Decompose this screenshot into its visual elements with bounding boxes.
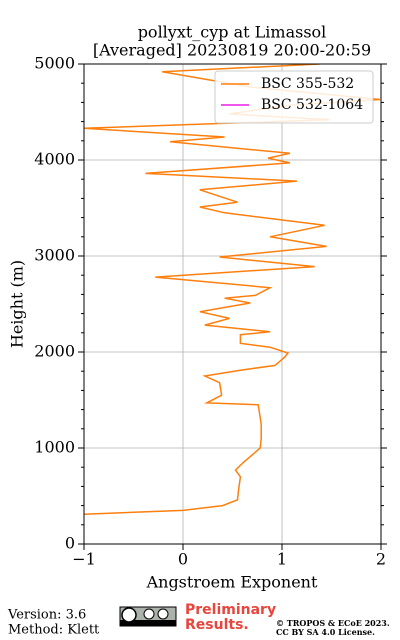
legend-box bbox=[214, 70, 374, 124]
copyright: CC BY SA 4.0 License. bbox=[276, 627, 375, 637]
legend-label: BSC 532-1064 bbox=[261, 97, 363, 113]
copyright: © TROPOS & ECoE 2023. bbox=[276, 618, 390, 628]
x-axis-label: Angstroem Exponent bbox=[146, 573, 318, 592]
y-tick-label: 0 bbox=[65, 534, 75, 553]
notice: Preliminary bbox=[185, 602, 276, 618]
y-tick-label: 2000 bbox=[34, 342, 75, 361]
x-tick-label: 2 bbox=[376, 550, 386, 569]
x-tick-label: −1 bbox=[72, 550, 96, 569]
profile-line bbox=[84, 64, 381, 515]
y-tick-label: 1000 bbox=[34, 438, 75, 457]
notice: Results. bbox=[185, 617, 249, 633]
y-tick-label: 4000 bbox=[34, 150, 75, 169]
method: Method: Klett bbox=[8, 623, 100, 638]
chart-subtitle: [Averaged] 20230819 20:00-20:59 bbox=[93, 41, 371, 60]
legend-label: BSC 355-532 bbox=[261, 76, 354, 92]
x-tick-label: 0 bbox=[178, 550, 188, 569]
y-tick-label: 3000 bbox=[34, 246, 75, 265]
y-tick-label: 5000 bbox=[34, 54, 75, 73]
chart-title: pollyxt_cyp at Limassol bbox=[138, 23, 327, 42]
cc-logo bbox=[119, 606, 177, 627]
x-tick-label: 1 bbox=[277, 550, 287, 569]
version: Version: 3.6 bbox=[7, 608, 86, 623]
y-axis-label: Height (m) bbox=[8, 260, 27, 348]
plot-frame bbox=[83, 63, 382, 545]
